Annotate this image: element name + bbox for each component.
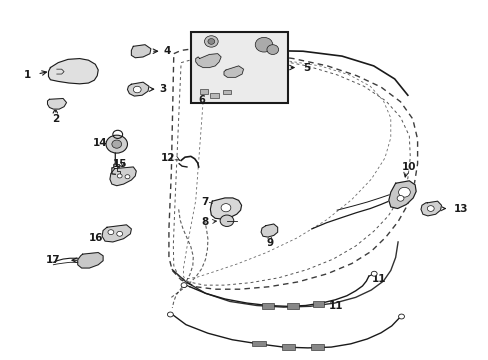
Text: 9: 9	[266, 238, 273, 248]
Bar	[262, 303, 273, 309]
Circle shape	[370, 271, 376, 276]
Text: 12: 12	[161, 153, 175, 163]
Circle shape	[207, 39, 214, 44]
Circle shape	[266, 45, 278, 54]
Circle shape	[167, 312, 173, 317]
Text: 8: 8	[201, 217, 208, 228]
Polygon shape	[420, 201, 441, 216]
Polygon shape	[261, 224, 277, 237]
Circle shape	[117, 174, 122, 178]
Bar	[210, 93, 219, 98]
Circle shape	[221, 204, 230, 212]
Polygon shape	[127, 82, 149, 96]
Bar	[312, 301, 324, 306]
Text: 1: 1	[24, 70, 31, 80]
Bar	[252, 341, 265, 346]
Polygon shape	[131, 45, 151, 58]
Bar	[199, 89, 208, 94]
Circle shape	[204, 36, 218, 47]
Circle shape	[106, 135, 127, 153]
Text: 14: 14	[92, 138, 107, 148]
Bar	[310, 344, 324, 350]
Bar	[287, 303, 299, 309]
Text: 16: 16	[88, 233, 103, 243]
Polygon shape	[102, 225, 131, 242]
Text: 4: 4	[163, 46, 171, 56]
Polygon shape	[47, 99, 66, 109]
Circle shape	[108, 230, 114, 235]
Polygon shape	[195, 54, 221, 68]
Text: 3: 3	[159, 84, 166, 94]
Circle shape	[398, 187, 409, 197]
Polygon shape	[48, 59, 98, 84]
Bar	[222, 90, 231, 94]
Text: 11: 11	[371, 274, 386, 284]
Polygon shape	[110, 167, 136, 186]
Text: 5: 5	[303, 63, 309, 72]
Circle shape	[125, 175, 130, 179]
Text: 10: 10	[401, 162, 416, 172]
Polygon shape	[78, 252, 103, 268]
FancyBboxPatch shape	[190, 32, 288, 103]
Text: 6: 6	[198, 95, 204, 105]
Circle shape	[220, 215, 233, 226]
Text: 17: 17	[45, 255, 60, 265]
Bar	[281, 344, 295, 350]
Circle shape	[133, 86, 141, 93]
Circle shape	[398, 314, 404, 319]
Circle shape	[181, 283, 186, 288]
Circle shape	[427, 206, 433, 211]
Polygon shape	[388, 181, 415, 208]
Polygon shape	[224, 66, 243, 77]
Text: 7: 7	[201, 197, 208, 207]
Polygon shape	[210, 198, 241, 219]
Circle shape	[396, 195, 403, 201]
Circle shape	[112, 140, 122, 148]
Text: 11: 11	[328, 301, 342, 311]
Text: 2: 2	[52, 114, 59, 124]
Circle shape	[255, 37, 272, 52]
Text: 15: 15	[112, 159, 127, 169]
Text: 13: 13	[453, 203, 468, 213]
Circle shape	[117, 231, 122, 236]
